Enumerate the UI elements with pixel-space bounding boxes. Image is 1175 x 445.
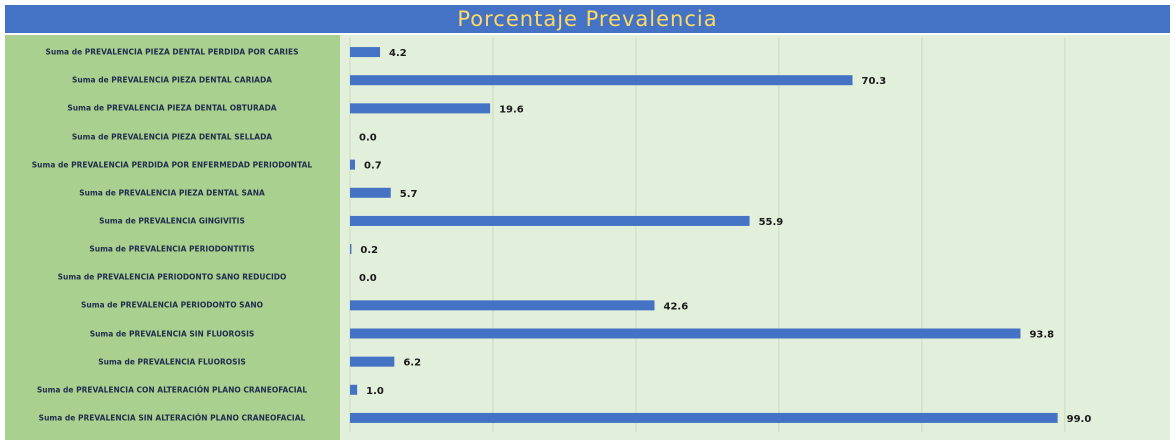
label-panel [5,35,340,440]
bar [350,328,1021,339]
value-label: 42.6 [663,301,688,312]
value-label: 6.2 [403,358,421,369]
value-label: 99.0 [1067,414,1092,425]
category-label: Suma de PREVALENCIA PIEZA DENTAL SELLADA [71,132,273,141]
value-label: 1.0 [366,386,384,397]
value-label: 0.0 [359,273,377,284]
category-label: Suma de PREVALENCIA PIEZA DENTAL SANA [79,188,265,198]
bar [350,159,356,170]
value-label: 93.8 [1029,330,1054,341]
bar [350,412,1058,423]
bar [350,47,381,58]
value-label: 0.2 [360,245,378,256]
bar [350,244,352,255]
bar [350,384,358,395]
category-label: Suma de PREVALENCIA PIEZA DENTAL CARIADA [71,75,272,85]
bar [350,75,853,86]
bar [350,103,491,114]
category-label: Suma de PREVALENCIA CON ALTERACIÓN PLANO… [36,385,308,395]
category-label: Suma de PREVALENCIA GINGIVITIS [99,216,245,226]
category-label: Suma de PREVALENCIA PERIODONTITIS [89,244,255,254]
bar [350,300,655,311]
plot-area [340,35,1170,440]
category-label: Suma de PREVALENCIA FLUOROSIS [98,357,246,367]
category-label: Suma de PREVALENCIA PERIODONTO SANO REDU… [57,272,287,282]
category-label: Suma de PREVALENCIA SIN ALTERACIÓN PLANO… [38,413,306,423]
bar [350,356,395,367]
bar [350,187,391,198]
value-label: 0.7 [364,161,382,172]
value-label: 55.9 [759,217,784,228]
category-label: Suma de PREVALENCIA PIEZA DENTAL PERDIDA… [45,47,299,57]
chart-title: Porcentaje Prevalencia [5,5,1170,33]
category-label: Suma de PREVALENCIA PERIODONTO SANO [80,300,264,310]
bar [350,215,750,226]
category-label: Suma de PREVALENCIA PERDIDA POR ENFERMED… [31,160,313,170]
value-label: 5.7 [400,189,418,200]
value-label: 70.3 [861,76,886,87]
category-label: Suma de PREVALENCIA SIN FLUOROSIS [89,329,255,338]
category-label: Suma de PREVALENCIA PIEZA DENTAL OBTURAD… [67,103,277,113]
value-label: 0.0 [359,133,377,144]
value-label: 19.6 [499,104,524,115]
value-label: 4.2 [389,48,407,59]
